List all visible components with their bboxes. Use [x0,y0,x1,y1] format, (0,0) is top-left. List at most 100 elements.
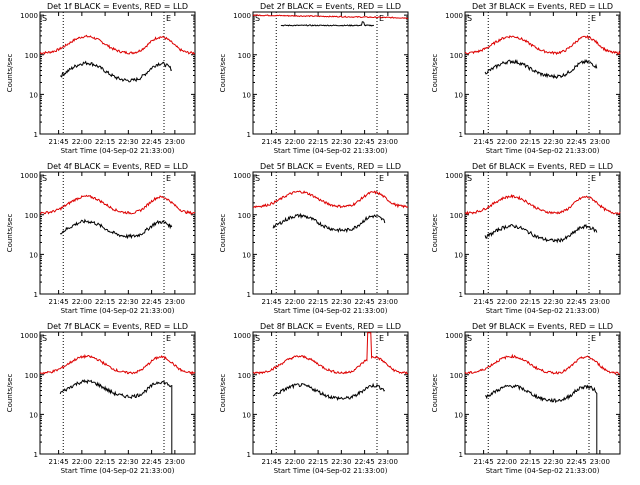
x-axis-label: Start Time (04-Sep-02 21:33:00) [486,467,600,475]
x-tick-label: 22:00 [285,458,305,466]
y-tick-label: 10 [29,251,38,259]
panel-title: Det 6f BLACK = Events, RED = LLD [472,162,613,171]
panel-frame [252,331,409,455]
y-axis-label: Counts/sec [6,54,14,93]
x-axis-label: Start Time (04-Sep-02 21:33:00) [61,467,175,475]
series-line-events [280,21,375,27]
x-tick-label: 23:00 [165,298,185,306]
x-tick-label: 22:00 [497,138,517,146]
series-line-lld [464,34,621,56]
panel-frame [39,11,196,135]
y-tick-label: 1 [459,131,463,139]
y-tick-label: 1 [247,451,251,459]
x-tick-label: 22:15 [308,298,328,306]
panel-frame [39,171,196,295]
end-mark: E [166,14,171,23]
x-axis-label: Start Time (04-Sep-02 21:33:00) [486,147,600,155]
end-mark: E [379,14,384,23]
x-tick-label: 22:45 [567,458,587,466]
y-tick-label: 10 [29,411,38,419]
x-tick-label: 23:00 [165,138,185,146]
x-tick-label: 22:30 [118,458,138,466]
x-axis-label: Start Time (04-Sep-02 21:33:00) [486,307,600,315]
series-line-events [272,382,386,401]
y-axis-label: Counts/sec [219,374,227,413]
series-line-events [59,218,173,240]
y-tick-label: 1 [34,291,38,299]
end-mark: E [166,334,171,343]
x-tick-label: 22:30 [543,298,563,306]
x-tick-label: 22:15 [308,138,328,146]
y-tick-label: 1000 [445,172,463,180]
x-tick-label: 21:45 [49,138,69,146]
y-tick-label: 1000 [20,172,38,180]
x-tick-label: 23:00 [378,458,398,466]
y-tick-label: 1 [247,291,251,299]
end-mark: E [379,174,384,183]
panel-title: Det 8f BLACK = Events, RED = LLD [260,322,401,331]
y-tick-label: 100 [25,52,38,60]
y-axis-label: Counts/sec [219,54,227,93]
y-tick-label: 1000 [20,12,38,20]
x-axis-label: Start Time (04-Sep-02 21:33:00) [61,307,175,315]
x-tick-label: 22:15 [520,138,540,146]
panel-frame [252,171,409,295]
x-tick-label: 22:45 [355,138,375,146]
x-tick-label: 23:00 [378,298,398,306]
start-mark: S [467,334,472,343]
panel-frame [252,11,409,135]
y-tick-label: 1000 [233,172,251,180]
y-tick-label: 10 [29,91,38,99]
x-tick-label: 23:00 [165,458,185,466]
y-tick-label: 100 [450,212,463,220]
x-tick-label: 22:00 [72,458,92,466]
x-axis-label: Start Time (04-Sep-02 21:33:00) [274,467,388,475]
y-tick-label: 1 [34,451,38,459]
x-tick-label: 22:00 [72,298,92,306]
series-line-lld [252,190,409,209]
x-tick-label: 22:45 [355,458,375,466]
series-line-lld [252,14,409,19]
series-line-lld [252,332,409,375]
y-tick-label: 10 [242,251,251,259]
series-line-events [484,223,598,244]
x-tick-label: 22:45 [142,458,162,466]
x-tick-label: 22:00 [497,458,517,466]
x-axis-label: Start Time (04-Sep-02 21:33:00) [274,147,388,155]
x-tick-label: 22:45 [142,298,162,306]
y-axis-label: Counts/sec [219,214,227,253]
x-tick-label: 22:15 [308,458,328,466]
series-line-lld [39,194,196,216]
x-tick-label: 23:00 [590,458,610,466]
start-mark: S [255,14,260,23]
y-tick-label: 100 [238,372,251,380]
x-axis-label: Start Time (04-Sep-02 21:33:00) [61,147,175,155]
series-line-events [59,379,173,454]
y-tick-label: 10 [242,411,251,419]
y-tick-label: 1 [247,131,251,139]
end-mark: E [166,174,171,183]
y-tick-label: 100 [25,212,38,220]
series-line-lld [39,34,195,55]
y-tick-label: 100 [238,52,251,60]
y-tick-label: 100 [450,372,463,380]
y-tick-label: 1000 [445,12,463,20]
y-axis-label: Counts/sec [431,54,439,93]
y-tick-label: 10 [454,251,463,259]
x-tick-label: 22:45 [142,138,162,146]
x-tick-label: 22:30 [118,138,138,146]
series-line-lld [464,353,621,375]
x-tick-label: 23:00 [378,138,398,146]
y-tick-label: 1000 [233,332,251,340]
series-line-events [485,384,598,454]
start-mark: S [42,334,47,343]
y-tick-label: 100 [25,372,38,380]
x-tick-label: 22:00 [285,138,305,146]
x-tick-label: 21:45 [262,298,282,306]
panel-title: Det 2f BLACK = Events, RED = LLD [260,2,401,11]
y-tick-label: 1000 [233,12,251,20]
x-tick-label: 22:00 [285,298,305,306]
panel-frame [39,331,196,455]
